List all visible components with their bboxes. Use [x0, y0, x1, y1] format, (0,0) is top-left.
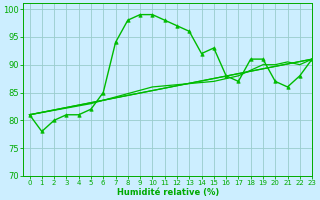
X-axis label: Humidité relative (%): Humidité relative (%) [116, 188, 219, 197]
